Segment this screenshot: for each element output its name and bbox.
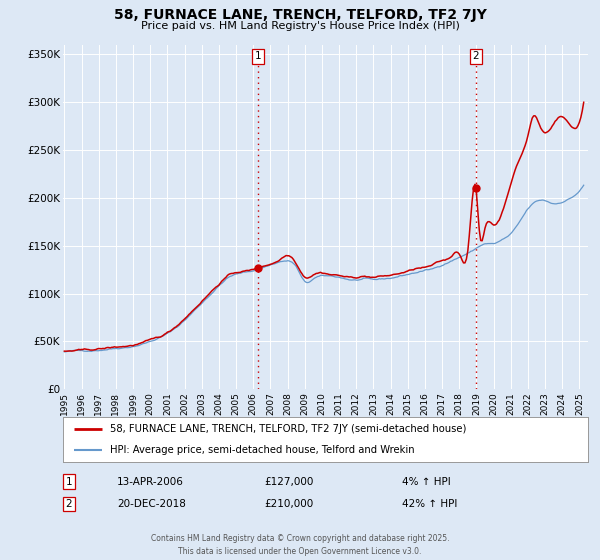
Text: Contains HM Land Registry data © Crown copyright and database right 2025.: Contains HM Land Registry data © Crown c… bbox=[151, 534, 449, 543]
Text: 1: 1 bbox=[65, 477, 73, 487]
Text: 2: 2 bbox=[473, 52, 479, 61]
Text: 2: 2 bbox=[65, 499, 73, 509]
Text: 58, FURNACE LANE, TRENCH, TELFORD, TF2 7JY: 58, FURNACE LANE, TRENCH, TELFORD, TF2 7… bbox=[113, 8, 487, 22]
Text: HPI: Average price, semi-detached house, Telford and Wrekin: HPI: Average price, semi-detached house,… bbox=[110, 445, 415, 455]
Text: 20-DEC-2018: 20-DEC-2018 bbox=[117, 499, 186, 509]
Text: 1: 1 bbox=[255, 52, 262, 61]
Text: Price paid vs. HM Land Registry's House Price Index (HPI): Price paid vs. HM Land Registry's House … bbox=[140, 21, 460, 31]
Text: 4% ↑ HPI: 4% ↑ HPI bbox=[402, 477, 451, 487]
Text: 42% ↑ HPI: 42% ↑ HPI bbox=[402, 499, 457, 509]
Text: £127,000: £127,000 bbox=[264, 477, 313, 487]
Text: 58, FURNACE LANE, TRENCH, TELFORD, TF2 7JY (semi-detached house): 58, FURNACE LANE, TRENCH, TELFORD, TF2 7… bbox=[110, 424, 467, 435]
Text: £210,000: £210,000 bbox=[264, 499, 313, 509]
Text: This data is licensed under the Open Government Licence v3.0.: This data is licensed under the Open Gov… bbox=[178, 547, 422, 556]
Text: 13-APR-2006: 13-APR-2006 bbox=[117, 477, 184, 487]
